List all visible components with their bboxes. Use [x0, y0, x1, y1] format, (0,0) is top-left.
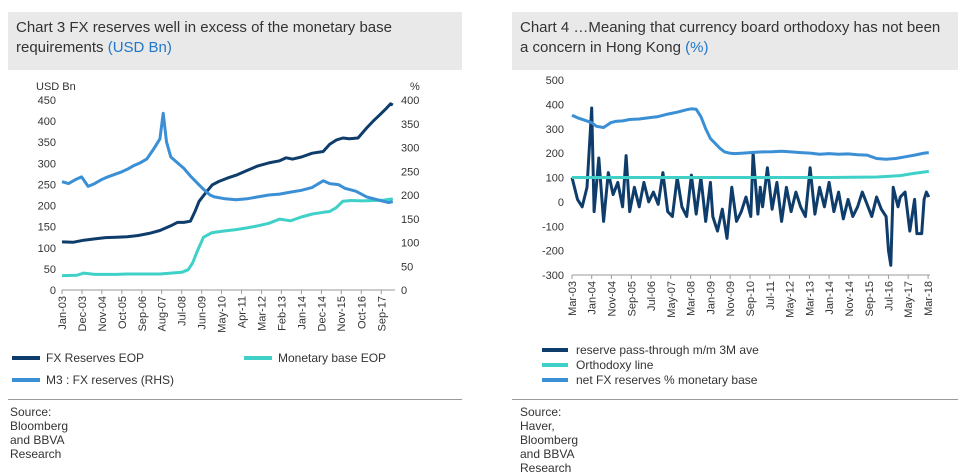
chart4-ytick-label: -100 — [542, 221, 564, 233]
chart4-series-line-1 — [572, 169, 929, 179]
chart3-ytick-right-label: 200 — [401, 190, 419, 202]
chart4-series-line-0 — [570, 106, 931, 267]
chart4-xtick-label: Jan-14 — [824, 281, 836, 315]
chart3-xtick-label: Jan-14 — [296, 296, 308, 330]
chart4-xtick-label: May-17 — [903, 281, 915, 318]
chart3-ytick-right-label: 50 — [401, 261, 413, 273]
chart3-xtick-label: Mar-12 — [257, 296, 269, 331]
chart3-ytick-right-label: 0 — [401, 285, 407, 297]
chart4-xtick-label: Nov-14 — [844, 281, 856, 316]
chart4-ytick-label: 100 — [546, 173, 564, 185]
chart4-xtick-label: Jan-09 — [705, 281, 717, 315]
chart4-title-unit: (%) — [685, 39, 709, 56]
chart4-ytick-label: 500 — [546, 75, 564, 87]
chart4-xtick-label: Mar-03 — [567, 281, 579, 316]
chart3-xtick-label: Dec-03 — [77, 296, 89, 331]
chart4-xtick-label: Jan-04 — [587, 281, 599, 315]
chart3-xtick-label: Dec-14 — [316, 296, 328, 331]
chart3-ytick-left-label: 150 — [38, 222, 56, 234]
chart4-xtick-label: Mar-18 — [923, 281, 935, 316]
chart4-xtick-label: Mar-08 — [686, 281, 698, 316]
chart3-ytick-left-label: 450 — [38, 95, 56, 107]
chart3-xtick-label: Sep-17 — [376, 296, 388, 331]
chart3-ylabel-left: USD Bn — [36, 81, 76, 93]
chart4-title: Chart 4 …Meaning that currency board ort… — [520, 19, 941, 56]
chart3-ytick-left-label: 50 — [44, 264, 56, 276]
chart3-xtick-label: May-10 — [217, 296, 229, 333]
chart4-xtick-label: May-12 — [784, 281, 796, 318]
charts-canvas: USD Bn % 0 50 100 150 200 250 300 350 400 450 0 50 100… — [12, 75, 935, 387]
chart3-xtick-label: Nov-15 — [336, 296, 348, 331]
chart4-xtick-label: Sep-15 — [864, 281, 876, 316]
chart4-legend-label: Orthodoxy line — [576, 358, 654, 372]
chart4-legend-label: reserve pass-through m/m 3M ave — [576, 343, 759, 357]
chart3-series-line-1 — [61, 197, 394, 278]
chart3-xtick-label: Feb-13 — [276, 296, 288, 331]
chart3-ytick-left-label: 400 — [38, 116, 56, 128]
chart3-xtick-label: Jan-03 — [57, 296, 69, 330]
chart4-ytick-label: -300 — [542, 270, 564, 282]
chart3-ytick-right-label: 250 — [401, 166, 419, 178]
chart3-ytick-right-label: 400 — [401, 95, 419, 107]
chart4-ytick-label: 0 — [558, 197, 564, 209]
chart4-xtick-label: May-07 — [666, 281, 678, 318]
chart3-plot: USD Bn % 0 50 100 150 200 250 300 350 400 450 0 50 100… — [12, 81, 420, 387]
chart4-legend-label: net FX reserves % monetary base — [576, 373, 758, 387]
chart3-xtick-label: Jun-09 — [197, 296, 209, 330]
chart3-xtick-label: Aug-07 — [157, 296, 169, 331]
chart4-xtick-label: Mar-13 — [804, 281, 816, 316]
chart4-title-box: Chart 4 …Meaning that currency board ort… — [512, 12, 958, 70]
chart3-legend-label: FX Reserves EOP — [46, 351, 144, 365]
chart3-ytick-left-label: 250 — [38, 179, 56, 191]
chart3-xtick-label: Sep-06 — [137, 296, 149, 331]
chart3-xtick-label: Nov-04 — [97, 296, 109, 331]
chart3-xtick-label: Apr-11 — [237, 296, 249, 328]
chart3-title-unit: (USD Bn) — [107, 39, 172, 56]
chart4-series-line-2 — [571, 107, 929, 161]
chart4-xtick-label: Jul-16 — [883, 281, 895, 311]
chart3-xtick-label: Jul-08 — [177, 296, 189, 326]
chart4-ytick-label: -200 — [542, 246, 564, 258]
chart3-ytick-right-label: 300 — [401, 143, 419, 155]
chart3-legend-label: Monetary base EOP — [278, 351, 386, 365]
chart3-series-line-0 — [61, 102, 394, 244]
chart3-xtick-label: Oct-05 — [117, 296, 129, 329]
chart4-xtick-label: Nov-09 — [725, 281, 737, 316]
chart4-xtick-label: Sep-05 — [626, 281, 638, 316]
chart4-xtick-label: Sep-10 — [745, 281, 757, 316]
chart3-ylabel-right: % — [410, 81, 420, 93]
chart4-ytick-label: 300 — [546, 124, 564, 136]
chart3-ytick-right-label: 100 — [401, 238, 419, 250]
chart3-ytick-left-label: 300 — [38, 158, 56, 170]
chart3-ytick-right-label: 350 — [401, 119, 419, 131]
chart4-plot: -300 -200 -100 0 100 200 300 400 500 Mar-03 Jan-04… — [542, 75, 935, 387]
chart3-source-rule — [8, 399, 462, 400]
chart3-ytick-left-label: 100 — [38, 243, 56, 255]
chart4-ytick-label: 400 — [546, 99, 564, 111]
chart4-source-rule — [512, 399, 958, 400]
chart4-xtick-label: Nov-04 — [606, 281, 618, 316]
chart3-ytick-right-label: 150 — [401, 214, 419, 226]
chart3-title: Chart 3 FX reserves well in excess of th… — [16, 19, 392, 56]
chart3-ytick-left-label: 0 — [50, 285, 56, 297]
chart4-xtick-label: Jul-06 — [646, 281, 658, 311]
chart3-title-box: Chart 3 FX reserves well in excess of th… — [8, 12, 462, 70]
chart3-ytick-left-label: 200 — [38, 201, 56, 213]
chart3-xtick-label: Oct-16 — [356, 296, 368, 329]
chart4-xtick-label: Jul-11 — [765, 281, 777, 310]
chart3-ytick-left-label: 350 — [38, 137, 56, 149]
chart4-ytick-label: 200 — [546, 148, 564, 160]
chart3-series-line-2 — [61, 111, 394, 205]
chart3-legend-label: M3 : FX reserves (RHS) — [46, 373, 174, 387]
